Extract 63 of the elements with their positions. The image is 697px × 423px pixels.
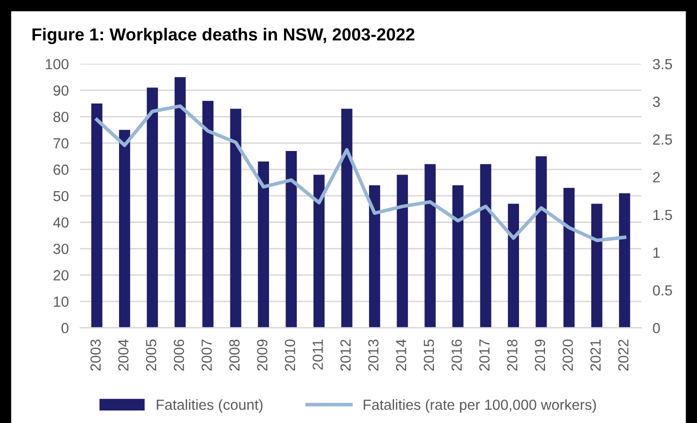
x-tick-label: 2012 — [340, 340, 351, 371]
y2-tick-label: 1 — [653, 248, 660, 258]
bar — [341, 108, 352, 328]
bar — [508, 204, 520, 328]
chart-title: Figure 1: Workplace deaths in NSW, 2003-2022 — [32, 28, 414, 44]
x-tick-label: 2005 — [146, 340, 156, 371]
bar — [452, 185, 464, 328]
y2-tick-label: 1.5 — [653, 210, 672, 220]
y-tick-label: 100 — [46, 58, 68, 70]
y2-tick-label: 0.5 — [652, 285, 672, 296]
y-tick-label: 10 — [54, 296, 68, 307]
x-tick-label: 2004 — [118, 339, 129, 371]
line-series — [95, 104, 626, 242]
y2-tick-label: 0 — [652, 322, 660, 334]
x-tick-label: 2021 — [590, 340, 601, 371]
bar — [563, 188, 575, 328]
y-tick-label: 40 — [53, 217, 68, 228]
bar — [424, 164, 436, 328]
bar — [591, 204, 602, 328]
y2-tick-label: 2 — [653, 172, 660, 182]
bar — [313, 174, 325, 328]
bar — [146, 88, 158, 328]
bar — [202, 100, 214, 328]
y2-tick-label: 2.5 — [653, 134, 672, 145]
x-tick-label: 2020 — [562, 340, 573, 371]
bar — [230, 108, 242, 328]
bar — [369, 185, 380, 328]
bar — [619, 193, 630, 328]
bar — [286, 150, 297, 328]
x-tick-label: 2022 — [618, 340, 628, 371]
y-tick-label: 60 — [54, 164, 68, 175]
x-tick-label: 2008 — [229, 340, 240, 371]
x-tick-label: 2013 — [368, 340, 378, 371]
bar — [396, 174, 408, 328]
x-tick-label: 2016 — [452, 340, 462, 371]
x-tick-label: 2011 — [312, 340, 323, 370]
bar — [174, 77, 186, 328]
bar — [480, 164, 492, 328]
y2-tick-label: 3 — [652, 96, 660, 108]
x-tick-label: 2007 — [202, 340, 212, 371]
bar — [536, 156, 547, 328]
x-tick-label: 2010 — [284, 340, 296, 371]
bar — [258, 162, 270, 328]
x-tick-label: 2009 — [257, 340, 268, 371]
legend-label: Fatalities (count) — [156, 399, 263, 413]
y-tick-label: 70 — [54, 138, 68, 148]
x-tick-label: 2006 — [174, 340, 184, 371]
bar — [119, 130, 130, 328]
y-tick-label: 90 — [54, 85, 68, 96]
y-tick-label: 50 — [53, 190, 68, 202]
x-tick-label: 2017 — [479, 340, 490, 371]
x-tick-label: 2019 — [534, 340, 546, 371]
y-tick-label: 30 — [53, 244, 68, 254]
bar — [91, 103, 102, 328]
y-tick-label: 20 — [54, 270, 68, 280]
y2-tick-label: 3.5 — [652, 58, 672, 70]
legend-label: Fatalities (rate per 100,000 workers) — [364, 399, 596, 413]
x-tick-label: 2018 — [507, 340, 518, 371]
x-tick-label: 2014 — [396, 339, 406, 371]
y-tick-label: 80 — [53, 112, 68, 122]
x-tick-label: 2003 — [90, 340, 101, 371]
y-tick-label: 0 — [62, 322, 68, 334]
x-tick-label: 2015 — [424, 340, 434, 371]
